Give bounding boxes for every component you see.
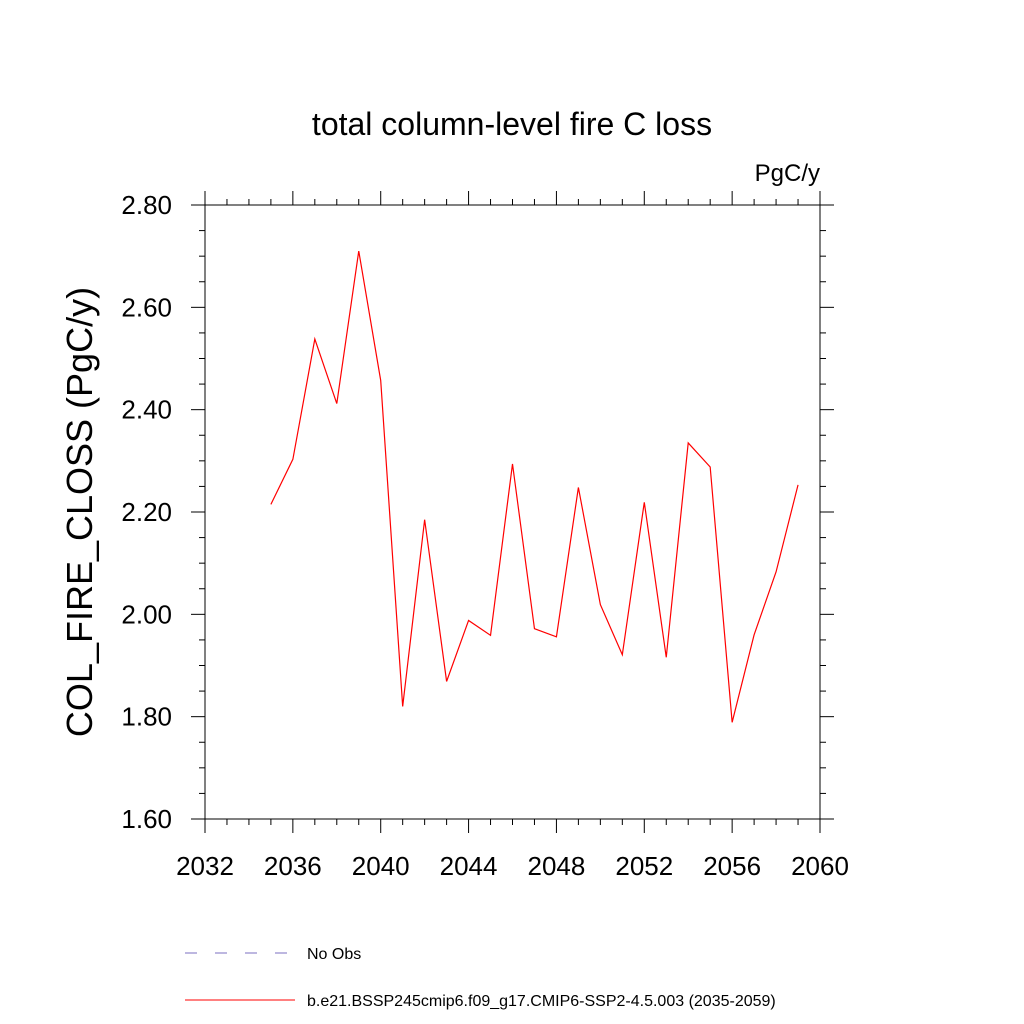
y-tick-label: 1.60 <box>121 804 172 834</box>
units-label: PgC/y <box>755 160 820 187</box>
x-tick-label: 2044 <box>440 851 498 881</box>
x-tick-label: 2056 <box>703 851 761 881</box>
y-tick-label: 2.80 <box>121 190 172 220</box>
x-tick-label: 2032 <box>176 851 234 881</box>
y-tick-labels: 1.60 1.80 2.00 2.20 2.40 2.60 2.80 <box>121 190 172 834</box>
axis-ticks <box>191 191 834 833</box>
x-tick-label: 2052 <box>615 851 673 881</box>
x-tick-label: 2036 <box>264 851 322 881</box>
y-axis-label: COL_FIRE_CLOSS (PgC/y) <box>59 287 100 737</box>
x-tick-label: 2060 <box>791 851 849 881</box>
legend-label-model-run: b.e21.BSSP245cmip6.f09_g17.CMIP6-SSP2-4.… <box>307 993 776 1010</box>
y-tick-label: 2.00 <box>121 599 172 629</box>
chart-title: total column-level fire C loss <box>312 106 712 142</box>
y-tick-label: 2.40 <box>121 395 172 425</box>
x-tick-label: 2040 <box>352 851 410 881</box>
x-tick-labels: 2032 2036 2040 2044 2048 2052 2056 2060 <box>176 851 849 881</box>
legend-label-no-obs: No Obs <box>307 946 361 963</box>
x-tick-label: 2048 <box>528 851 586 881</box>
y-tick-label: 2.20 <box>121 497 172 527</box>
legend: No Obs b.e21.BSSP245cmip6.f09_g17.CMIP6-… <box>185 946 776 1010</box>
y-tick-label: 2.60 <box>121 292 172 322</box>
series-line-1 <box>270 250 799 723</box>
y-tick-label: 1.80 <box>121 702 172 732</box>
plot-area-frame <box>204 204 821 820</box>
series-layer <box>270 250 799 723</box>
